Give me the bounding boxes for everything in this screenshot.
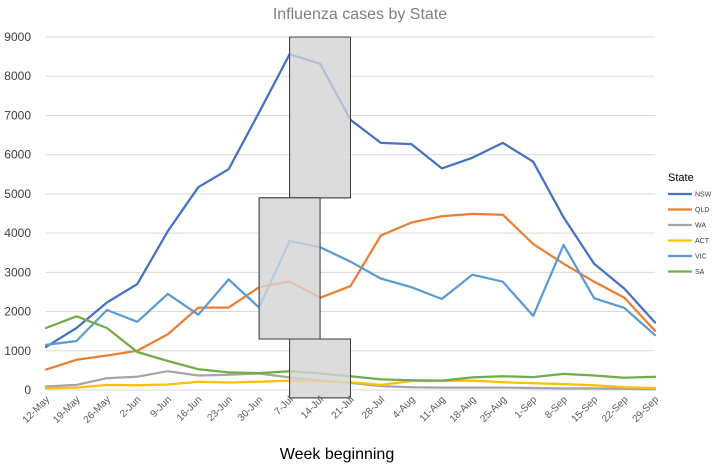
y-tick-5000: 5000 [4, 187, 31, 201]
legend-label-sa: SA [695, 269, 705, 276]
y-tick-7000: 7000 [4, 108, 31, 122]
x-tick-29-Sep: 29-Sep [631, 394, 662, 425]
x-tick-16-Jun: 16-Jun [175, 394, 204, 423]
highlight-box-front-3 [289, 338, 352, 399]
x-tick-14-Jul: 14-Jul [299, 394, 326, 421]
y-tick-6000: 6000 [4, 148, 31, 162]
x-tick-9-Jun: 9-Jun [148, 394, 173, 419]
series-line-qld [44, 212, 657, 371]
x-tick-4-Aug: 4-Aug [391, 394, 418, 421]
data-series-lines [44, 36, 657, 399]
legend-title: State [668, 172, 694, 184]
y-tick-8000: 8000 [4, 69, 31, 83]
x-tick-26-May: 26-May [82, 394, 113, 425]
y-tick-1000: 1000 [4, 344, 31, 358]
legend-label-nsw: NSW [695, 192, 712, 199]
x-tick-28-Jul: 28-Jul [360, 394, 387, 421]
x-tick-2-Jun: 2-Jun [118, 394, 143, 419]
y-tick-0: 0 [24, 383, 31, 397]
highlight-box-front-2 [258, 197, 321, 340]
x-tick-21-Jul: 21-Jul [330, 394, 357, 421]
x-axis-tick-labels: 12-May 19-May 26-May 2-Jun 9-Jun 16-Jun 23-Jun… [21, 394, 662, 426]
x-tick-8-Sep: 8-Sep [543, 394, 570, 421]
x-tick-11-Aug: 11-Aug [418, 394, 448, 424]
series-line-vic [44, 239, 657, 347]
y-axis-tick-labels: 0 1000 2000 3000 4000 5000 6000 7000 8000 9000 [4, 30, 31, 397]
x-tick-19-May: 19-May [51, 394, 82, 425]
y-tick-3000: 3000 [4, 265, 31, 279]
x-tick-25-Aug: 25-Aug [478, 394, 509, 425]
x-tick-30-Jun: 30-Jun [236, 394, 265, 423]
legend-label-vic: VIC [695, 254, 707, 261]
legend-label-act: ACT [695, 238, 710, 245]
legend-label-qld: QLD [695, 207, 709, 214]
y-tick-9000: 9000 [4, 30, 31, 44]
legend-label-wa: WA [695, 223, 706, 230]
x-tick-22-Sep: 22-Sep [600, 394, 631, 425]
legend: NSW QLD WA ACT VIC SA [668, 192, 712, 276]
x-tick-1-Sep: 1-Sep [513, 394, 540, 421]
highlight-box-front-1 [289, 36, 352, 199]
x-tick-12-May: 12-May [21, 394, 52, 425]
y-tick-2000: 2000 [4, 305, 31, 319]
chart-title: Influenza cases by State [273, 6, 447, 23]
x-tick-15-Sep: 15-Sep [570, 394, 601, 425]
x-tick-23-Jun: 23-Jun [205, 394, 234, 423]
x-tick-18-Aug: 18-Aug [448, 394, 479, 425]
x-axis-label: Week beginning [280, 446, 394, 463]
y-tick-4000: 4000 [4, 226, 31, 240]
